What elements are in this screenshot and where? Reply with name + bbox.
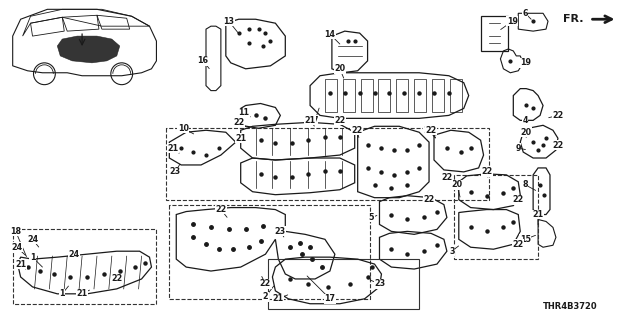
Text: 19: 19 (507, 17, 518, 26)
Text: 4: 4 (522, 116, 528, 125)
Polygon shape (58, 36, 120, 63)
Text: 7: 7 (312, 116, 318, 125)
Text: 9: 9 (515, 144, 521, 153)
Text: FR.: FR. (563, 14, 584, 24)
Text: 19: 19 (520, 58, 531, 67)
Text: 22: 22 (441, 173, 452, 182)
Text: 18: 18 (10, 227, 21, 236)
Text: 23: 23 (275, 227, 286, 236)
Text: 22: 22 (424, 195, 435, 204)
Text: 22: 22 (513, 240, 524, 249)
Text: 3: 3 (449, 247, 454, 256)
Text: 8: 8 (522, 180, 528, 189)
Text: 23: 23 (374, 279, 385, 288)
Text: 17: 17 (324, 294, 335, 303)
Text: 5: 5 (369, 213, 374, 222)
Text: 22: 22 (552, 111, 564, 120)
Text: 13: 13 (223, 17, 234, 26)
Text: 22: 22 (351, 126, 362, 135)
Text: 21: 21 (168, 144, 179, 153)
Text: 1: 1 (30, 253, 35, 262)
Text: 22: 22 (260, 279, 271, 288)
Text: 21: 21 (77, 289, 88, 298)
Text: 22: 22 (552, 140, 564, 150)
Text: 21: 21 (532, 210, 543, 219)
Text: 21: 21 (15, 260, 26, 268)
Text: 10: 10 (178, 124, 189, 133)
Text: 16: 16 (198, 56, 209, 65)
Text: 21: 21 (235, 134, 246, 143)
Text: 2: 2 (262, 292, 268, 301)
Text: 22: 22 (233, 118, 244, 127)
Text: 20: 20 (451, 180, 462, 189)
Text: THR4B3720: THR4B3720 (543, 302, 598, 311)
Text: 14: 14 (324, 30, 335, 39)
Text: 22: 22 (426, 126, 436, 135)
Text: 22: 22 (481, 167, 492, 176)
Text: 15: 15 (520, 235, 531, 244)
Text: 20: 20 (334, 64, 346, 73)
Text: 1: 1 (60, 289, 65, 298)
Text: 24: 24 (68, 250, 80, 259)
Text: 22: 22 (334, 116, 346, 125)
Text: 12: 12 (424, 126, 435, 135)
Text: 23: 23 (170, 167, 181, 176)
Text: 22: 22 (513, 195, 524, 204)
Text: 22: 22 (111, 275, 122, 284)
Text: 20: 20 (520, 128, 532, 137)
Text: 24: 24 (27, 235, 38, 244)
Text: 24: 24 (11, 243, 22, 252)
Text: 21: 21 (305, 116, 316, 125)
Text: 21: 21 (273, 294, 284, 303)
Text: 22: 22 (215, 205, 227, 214)
Text: 6: 6 (522, 9, 528, 18)
Text: 11: 11 (238, 108, 249, 117)
